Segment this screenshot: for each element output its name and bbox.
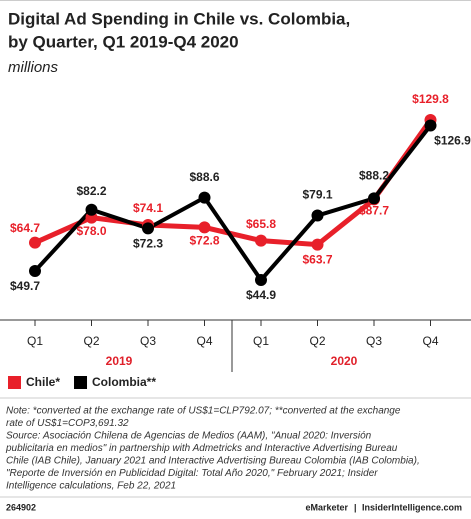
point [255, 274, 267, 286]
note: "Reporte de Inversión en Publicidad Digi… [6, 468, 378, 479]
point [29, 236, 41, 249]
value-label: $72.8 [189, 234, 219, 248]
note: Chile (IAB Chile), January 2021 and Inte… [6, 456, 420, 467]
chart-title: by Quarter, Q1 2019-Q4 2020 [8, 32, 239, 51]
value-label: $88.2 [359, 169, 389, 183]
series-line [33, 124, 433, 284]
note: publicitaria en medios" in partnership w… [5, 443, 398, 454]
group-label: 2019 [106, 354, 133, 368]
point [311, 209, 324, 222]
note: Note: *converted at the exchange rate of… [6, 406, 401, 417]
value-label: $64.7 [10, 221, 40, 235]
x-tick-label: Q1 [27, 334, 43, 348]
x-tick-label: Q4 [422, 334, 438, 348]
legend-label: Chile* [26, 375, 60, 389]
legend-swatch [8, 376, 21, 389]
note: Source: Asociación Chilena de Agencias d… [6, 431, 372, 442]
x-tick-label: Q2 [83, 334, 99, 348]
point [142, 222, 154, 235]
value-label: $79.1 [302, 188, 332, 202]
point [368, 192, 380, 205]
value-label: $87.7 [359, 204, 389, 218]
value-label: $88.6 [189, 170, 219, 184]
point [198, 221, 211, 234]
series-line [33, 118, 433, 248]
legend-label: Colombia** [92, 375, 156, 389]
value-label: $74.1 [133, 201, 163, 215]
point [198, 191, 211, 204]
value-label: $65.8 [246, 217, 276, 231]
value-label: $44.9 [246, 288, 276, 302]
value-label: $82.2 [76, 184, 106, 198]
point [85, 203, 98, 216]
footer-site: InsiderIntelligence.com [362, 502, 462, 512]
point [424, 119, 437, 132]
group-label: 2020 [331, 354, 358, 368]
value-label: $78.0 [76, 224, 106, 238]
chart-title: Digital Ad Spending in Chile vs. Colombi… [8, 9, 350, 28]
point [311, 238, 324, 251]
top-rule [0, 0, 471, 1]
x-tick-label: Q4 [196, 334, 212, 348]
note: Intelligence calculations, Feb 22, 2021 [6, 481, 176, 492]
legend-swatch [74, 376, 88, 389]
footer-id: 264902 [6, 502, 36, 512]
value-label: $72.3 [133, 237, 163, 251]
note: rate of US$1=COP3,691.32 [6, 418, 129, 429]
x-tick-label: Q1 [253, 334, 269, 348]
x-tick-label: Q3 [366, 334, 382, 348]
value-label: $129.8 [412, 92, 449, 106]
value-label: $63.7 [302, 253, 332, 267]
value-label: $126.9 [434, 134, 471, 148]
x-tick-label: Q2 [309, 334, 325, 348]
chart-subtitle: millions [8, 59, 59, 76]
x-tick-label: Q3 [140, 334, 156, 348]
point [255, 234, 267, 247]
footer-brand: eMarketer [305, 502, 348, 512]
value-label: $49.7 [10, 279, 40, 293]
point [29, 264, 41, 277]
footer-sep: | [354, 502, 357, 512]
